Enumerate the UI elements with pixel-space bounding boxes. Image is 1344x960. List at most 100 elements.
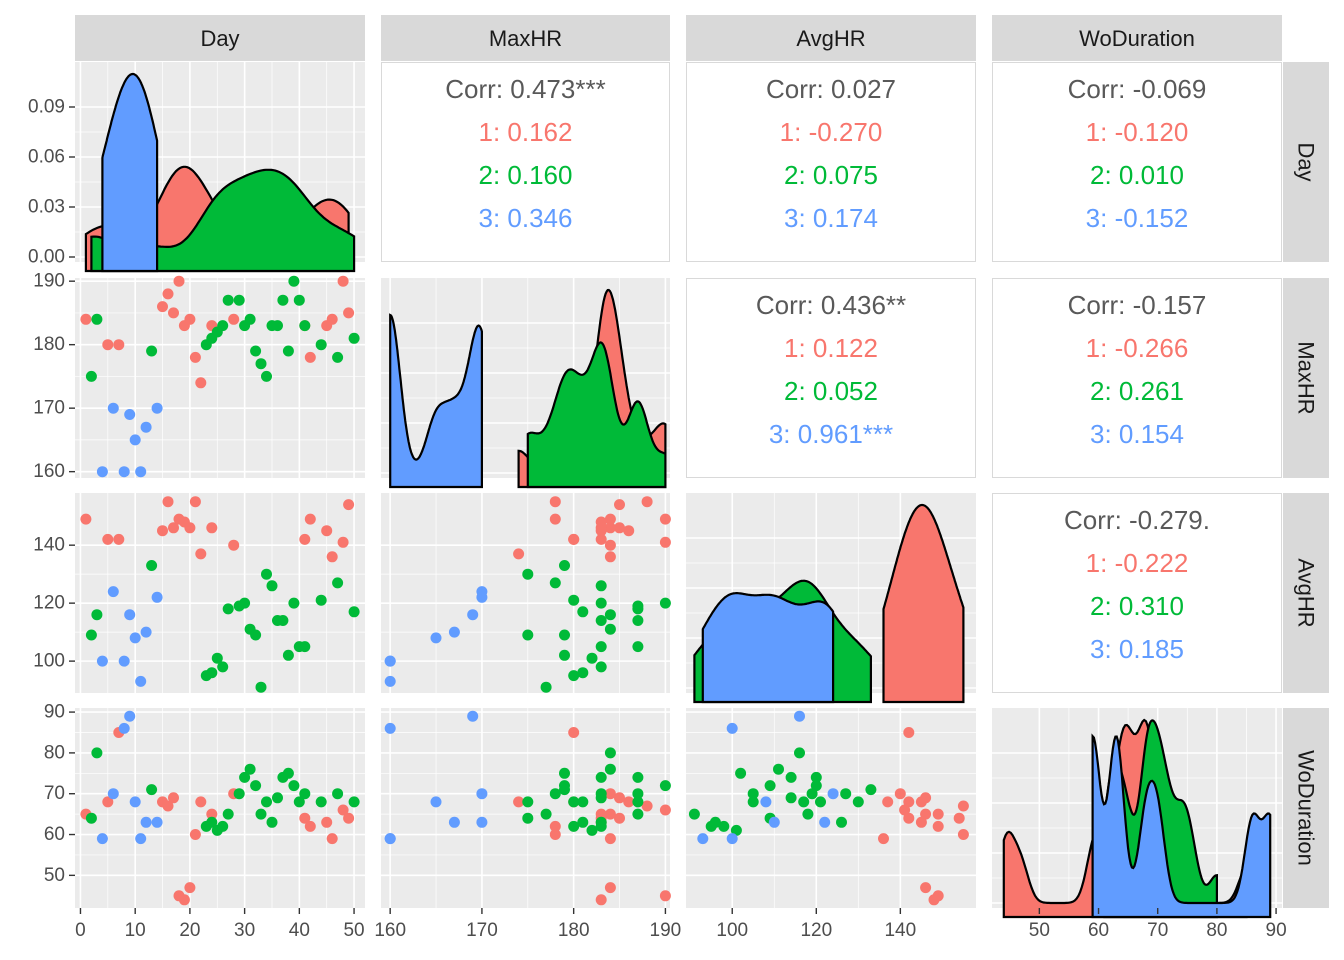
correlation-group-3: 3: 0.154	[1090, 419, 1184, 449]
y-tick-label: 140	[33, 535, 65, 556]
y-tick-label: 90	[44, 702, 65, 723]
correlation-panel	[686, 62, 976, 262]
scatter-point	[568, 727, 580, 738]
scatter-point	[135, 675, 147, 687]
scatter-point	[250, 629, 262, 641]
scatter-point	[157, 301, 168, 313]
scatter-point	[129, 632, 141, 644]
scatter-point	[293, 796, 305, 808]
scatter-point	[244, 313, 256, 325]
scatter-point	[129, 796, 141, 808]
correlation-overall: Corr: 0.027	[766, 74, 896, 104]
scatter-point	[549, 513, 561, 525]
scatter-point	[697, 833, 709, 845]
facet-label-right: MaxHR	[1294, 341, 1319, 414]
scatter-point	[632, 796, 644, 808]
scatter-point	[282, 345, 294, 357]
y-tick-label: 0.09	[28, 97, 65, 118]
facet-label-right: AvgHR	[1294, 558, 1319, 627]
scatter-point	[730, 824, 742, 836]
scatter-point	[343, 307, 355, 319]
x-tick-label: 20	[179, 920, 200, 941]
scatter-point	[168, 792, 179, 804]
scatter-point	[332, 577, 344, 589]
scatter-point	[802, 808, 814, 820]
correlation-panel	[992, 278, 1282, 478]
correlation-group-3: 3: 0.174	[784, 203, 878, 233]
scatter-point	[604, 513, 616, 525]
facet-strip-right	[1283, 708, 1329, 908]
scatter-point	[277, 615, 289, 626]
correlation-group-2: 2: 0.261	[1090, 376, 1184, 406]
correlation-group-1: 1: 0.162	[479, 117, 573, 147]
scatter-point	[222, 808, 234, 820]
scatter-point	[85, 370, 97, 382]
correlation-panel	[381, 62, 670, 262]
scatter-point	[332, 788, 344, 800]
scatter-point	[178, 894, 190, 906]
x-tick-label: 80	[1206, 920, 1227, 941]
scatter-point	[384, 833, 396, 845]
scatter-point	[85, 629, 97, 641]
scatter-point	[549, 788, 561, 800]
correlation-overall: Corr: -0.279.	[1064, 505, 1210, 535]
scatter-point	[189, 829, 201, 840]
scatter-point	[162, 288, 174, 300]
scatter-point	[151, 402, 163, 414]
panel-background	[686, 708, 976, 908]
scatter-point	[448, 626, 460, 638]
scatter-point	[107, 586, 119, 598]
scatter-point	[96, 466, 108, 478]
x-tick-label: 50	[343, 920, 364, 941]
scatter-point	[747, 788, 759, 800]
scatter-point	[794, 710, 805, 722]
x-tick-label: 10	[125, 920, 146, 941]
correlation-group-1: 1: -0.266	[1086, 333, 1189, 363]
scatter-point	[118, 722, 130, 734]
scatter-point	[476, 788, 488, 800]
scatter-point	[928, 894, 940, 906]
scatter-point	[168, 307, 179, 319]
scatter-point	[747, 796, 759, 808]
correlation-group-2: 2: 0.160	[479, 160, 573, 190]
scatter-point	[586, 652, 598, 664]
scatter-point	[878, 833, 889, 845]
scatter-point	[568, 796, 580, 808]
scatter-point	[476, 591, 488, 603]
y-tick-label: 0.00	[28, 247, 65, 268]
scatter-point	[604, 623, 616, 635]
correlation-group-2: 2: 0.310	[1090, 591, 1184, 621]
scatter-point	[272, 320, 283, 332]
scatter-point	[522, 812, 534, 824]
scatter-point	[146, 560, 158, 571]
panel-background	[75, 708, 365, 908]
facet-label-top: MaxHR	[489, 26, 562, 51]
scatter-point	[315, 796, 327, 808]
y-tick-label: 70	[44, 783, 65, 804]
scatter-point	[288, 780, 300, 792]
scatter-point	[315, 339, 327, 351]
x-tick-label: 170	[466, 920, 498, 941]
scatter-point	[189, 351, 201, 363]
scatter-point	[80, 513, 92, 525]
scatter-point	[540, 808, 552, 820]
scatter-point	[614, 792, 625, 804]
scatter-point	[261, 796, 272, 808]
scatter-point	[577, 606, 589, 618]
facet-strip-top	[686, 15, 976, 61]
scatter-point	[293, 294, 305, 306]
scatter-point	[146, 345, 158, 357]
correlation-group-3: 3: 0.346	[479, 203, 573, 233]
y-tick-label: 0.03	[28, 197, 65, 218]
scatter-point	[140, 626, 152, 638]
scatter-point	[659, 804, 671, 816]
scatter-point	[299, 788, 311, 800]
scatter-point	[102, 533, 114, 545]
correlation-group-1: 1: -0.120	[1086, 117, 1189, 147]
scatter-point	[113, 533, 125, 545]
scatter-point	[718, 820, 730, 832]
scatter-point	[632, 788, 644, 800]
scatter-point	[135, 833, 147, 845]
correlation-group-3: 3: 0.185	[1090, 634, 1184, 664]
y-tick-label: 50	[44, 865, 65, 886]
